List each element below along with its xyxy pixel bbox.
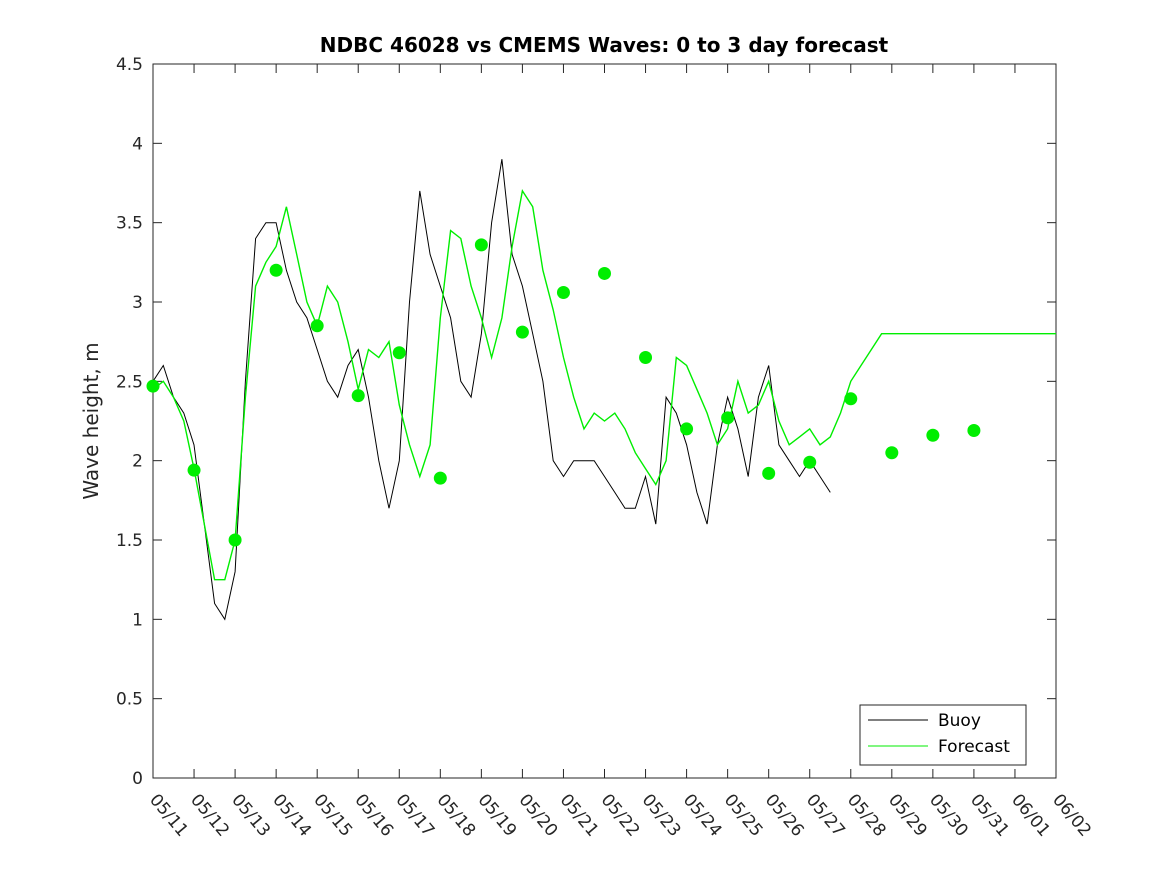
y-tick-label: 3.5 [116,214,143,234]
forecast-point [721,411,735,425]
x-tick-label: 05/12 [186,790,233,840]
forecast-point [803,455,817,469]
forecast-point [926,428,940,442]
y-tick-label: 2 [132,452,143,472]
x-tick-label: 06/01 [1007,790,1054,840]
x-tick-label: 05/20 [515,790,562,840]
x-tick-label: 05/28 [843,790,890,840]
forecast-point [639,351,653,365]
y-tick-label: 2.5 [116,372,143,392]
series-line-forecast [152,189,1056,581]
x-tick-label: 06/02 [1048,790,1095,840]
forecast-point [433,471,447,485]
x-tick-label: 05/30 [925,790,972,840]
legend-forecast-label: Forecast [938,737,1010,757]
x-tick-label: 05/25 [720,790,767,840]
y-axis: 0 0.5 1 1.5 2 2.5 3 3.5 4 4.5 [116,55,1056,789]
x-tick-label: 05/26 [761,790,808,840]
y-tick-label: 3 [132,293,143,313]
x-tick-label: 05/13 [227,790,274,840]
x-tick-label: 05/21 [556,790,603,840]
forecast-point [844,392,858,406]
x-tick-label: 05/29 [884,790,931,840]
x-tick-label: 05/19 [474,790,521,840]
x-tick-label: 05/27 [802,790,849,840]
forecast-point [885,446,899,460]
legend-buoy-label: Buoy [938,711,981,731]
y-tick-label: 0.5 [116,690,143,710]
x-tick-label: 05/14 [268,790,315,840]
legend-box [859,704,1027,766]
x-tick-label: 05/11 [145,790,192,840]
x-tick-label: 05/24 [679,790,726,840]
forecast-point [187,463,201,477]
forecast-point [474,238,488,252]
x-tick-label: 05/16 [350,790,397,840]
x-tick-label: 05/17 [391,790,438,840]
forecast-point [146,379,160,393]
forecast-point [269,263,283,277]
y-tick-label: 4.5 [116,55,143,75]
legend: Buoy Forecast [859,704,1027,766]
y-axis-label: Wave height, m [79,342,103,499]
x-tick-label: 05/23 [638,790,685,840]
forecast-point [392,346,406,360]
forecast-point [680,422,694,436]
y-tick-label: 0 [132,769,143,789]
forecast-point [762,466,776,480]
forecast-point [967,424,981,438]
series-layer [146,159,1056,621]
forecast-point [310,319,324,333]
x-tick-label: 05/22 [597,790,644,840]
forecast-point [228,533,242,547]
forecast-point [351,389,365,403]
x-tick-label: 05/31 [966,790,1013,840]
x-tick-label: 05/18 [432,790,479,840]
x-tick-label: 05/15 [309,790,356,840]
y-tick-label: 1 [132,610,143,630]
y-tick-label: 4 [132,134,143,154]
forecast-point [598,266,611,280]
y-tick-label: 1.5 [116,531,143,551]
forecast-point [556,285,570,299]
chart-title: NDBC 46028 vs CMEMS Waves: 0 to 3 day fo… [320,33,889,57]
forecast-point [515,325,529,339]
